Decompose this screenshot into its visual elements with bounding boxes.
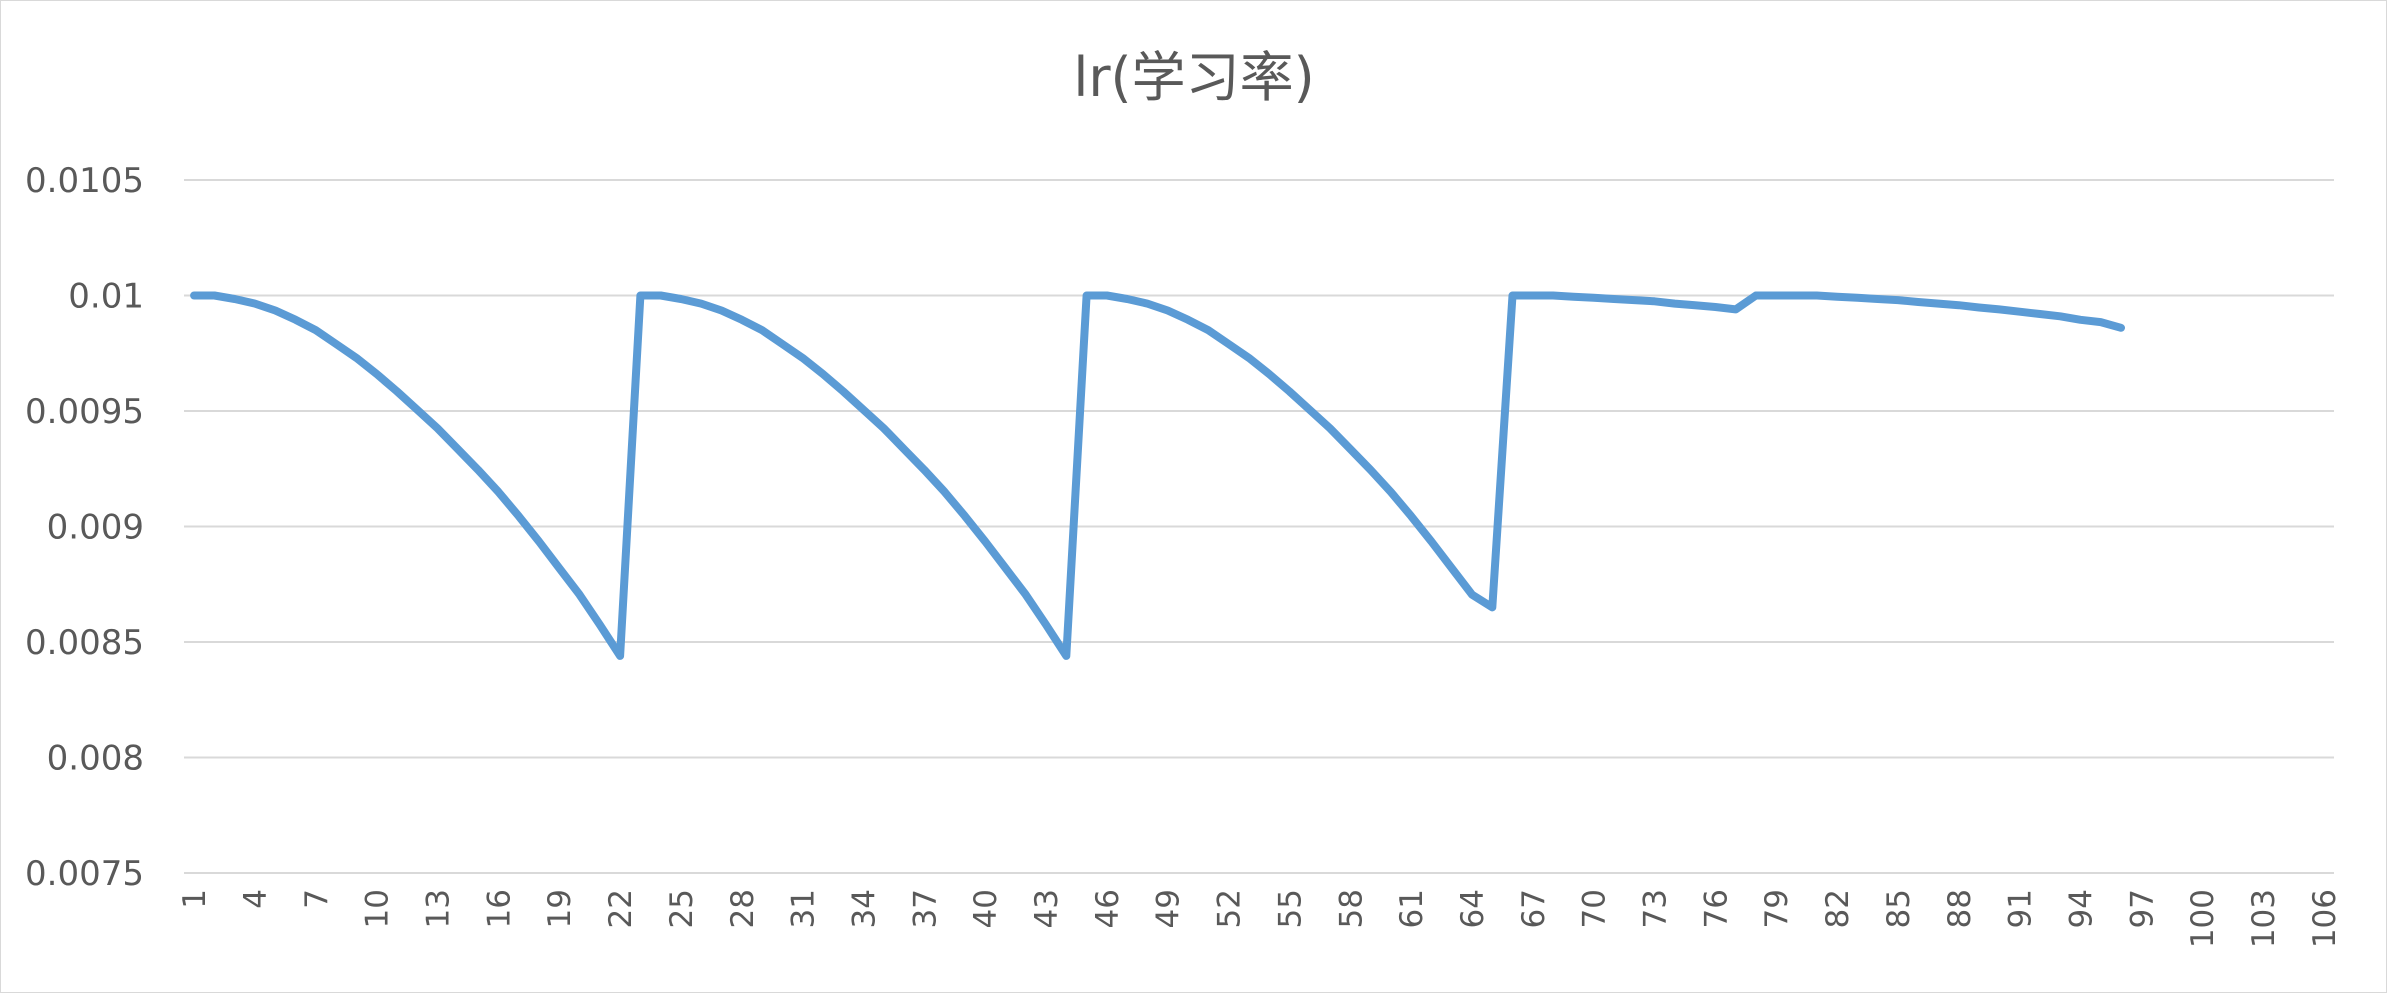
x-tick-label: 76 (1698, 889, 1734, 928)
x-tick-label: 82 (1820, 889, 1856, 928)
x-tick-label: 25 (664, 889, 700, 928)
x-tick-label: 67 (1516, 889, 1552, 928)
x-tick-label: 19 (542, 889, 578, 928)
x-tick-label: 7 (299, 889, 335, 909)
y-tick-label: 0.0095 (25, 392, 144, 432)
y-axis-ticks: 0.0075 0.008 0.0085 0.009 0.0095 0.01 0.0105 (25, 161, 144, 894)
y-tick-label: 0.0085 (25, 623, 144, 663)
y-tick-label: 0.0105 (25, 161, 144, 201)
y-tick-label: 0.008 (47, 739, 144, 779)
x-tick-label: 13 (421, 889, 457, 928)
x-tick-label: 64 (1455, 889, 1491, 928)
x-tick-label: 46 (1090, 889, 1126, 928)
x-tick-label: 73 (1638, 889, 1674, 928)
x-tick-label: 10 (360, 889, 396, 928)
x-tick-label: 22 (603, 889, 639, 928)
x-tick-label: 91 (2003, 889, 2039, 928)
chart-title: lr(学习率) (1073, 46, 1314, 109)
series-layer (190, 291, 2125, 660)
x-tick-label: 97 (2124, 889, 2160, 928)
x-tick-label: 88 (1942, 889, 1978, 928)
series-line-0 (190, 291, 2125, 660)
x-tick-label: 79 (1759, 889, 1795, 928)
x-tick-label: 34 (846, 889, 882, 928)
x-tick-label: 40 (968, 889, 1004, 928)
x-tick-label: 70 (1577, 889, 1613, 928)
x-tick-label: 85 (1881, 889, 1917, 928)
x-tick-label: 94 (2063, 889, 2099, 928)
x-tick-label: 61 (1394, 889, 1430, 928)
x-tick-label: 55 (1272, 889, 1308, 928)
y-tick-label: 0.009 (47, 508, 144, 548)
x-tick-label: 103 (2246, 889, 2282, 948)
x-tick-label: 49 (1151, 889, 1187, 928)
x-tick-label: 106 (2307, 889, 2343, 948)
y-tick-label: 0.01 (68, 277, 144, 317)
x-tick-label: 1 (177, 889, 213, 909)
x-axis-ticks: 1 4 7 10 13 16 19 22 25 28 31 34 37 40 43 46 49 52 55 58 61 6… (177, 889, 2343, 948)
x-tick-label: 16 (481, 889, 517, 928)
x-tick-label: 28 (725, 889, 761, 928)
x-tick-label: 43 (1029, 889, 1065, 928)
x-tick-label: 52 (1212, 889, 1248, 928)
gridlines (184, 179, 2334, 874)
x-tick-label: 58 (1333, 889, 1369, 928)
x-tick-label: 100 (2185, 889, 2221, 948)
x-tick-label: 31 (786, 889, 822, 928)
x-tick-label: 4 (238, 889, 274, 909)
y-tick-label: 0.0075 (25, 854, 144, 894)
x-tick-label: 37 (907, 889, 943, 928)
